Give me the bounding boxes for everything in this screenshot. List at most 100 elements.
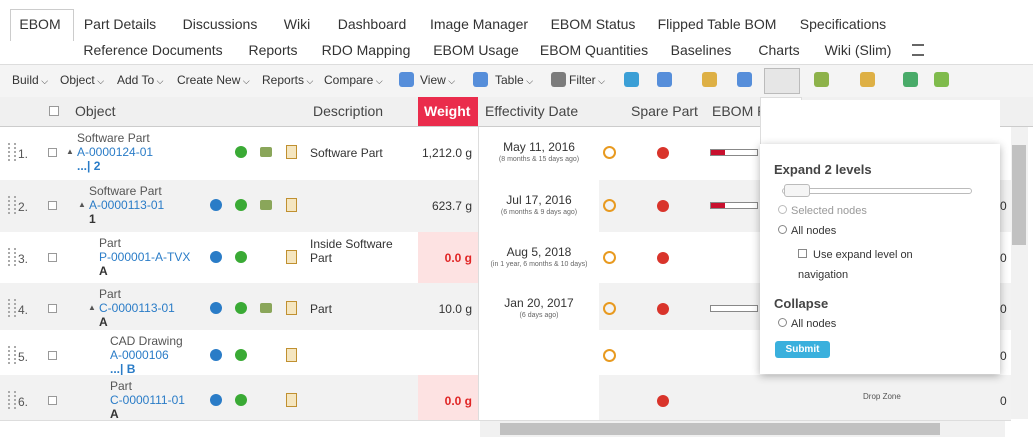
tab[interactable]: Specifications (799, 16, 887, 32)
tab[interactable]: EBOM (19, 16, 61, 32)
tab[interactable]: Wiki (283, 16, 311, 32)
toolbar-icon[interactable] (473, 72, 488, 87)
spare-link-icon[interactable] (603, 349, 616, 362)
tab[interactable]: Reports (248, 42, 298, 58)
toolbar-icon[interactable] (624, 72, 639, 87)
object-name[interactable]: A-0000124-01 (77, 145, 154, 159)
menu-icon[interactable] (912, 44, 924, 56)
globe-icon[interactable] (210, 394, 222, 406)
radio-option[interactable]: All nodes (778, 225, 836, 237)
checkbox-option[interactable]: Use expand level on navigation (798, 245, 928, 285)
spare-link-icon[interactable] (603, 199, 616, 212)
toolbar-button[interactable]: Reports ⌵ (262, 73, 314, 87)
toolbar-button[interactable]: Object ⌵ (60, 73, 105, 87)
object-name[interactable]: C-0000111-01 (110, 393, 185, 407)
clipboard-icon[interactable] (286, 348, 297, 362)
select-all[interactable] (49, 106, 59, 116)
radio-option[interactable]: Selected nodes (778, 205, 867, 217)
toolbar-icon[interactable] (903, 72, 918, 87)
row-checkbox[interactable] (48, 351, 57, 360)
remove-icon[interactable] (657, 200, 669, 212)
sync-icon[interactable] (260, 303, 272, 313)
add-icon[interactable] (235, 146, 247, 158)
radio-option[interactable]: All nodes (778, 318, 836, 330)
toolbar-icon[interactable] (657, 72, 672, 87)
tab[interactable]: Charts (758, 42, 800, 58)
toolbar-button[interactable]: View ⌵ (420, 73, 456, 87)
add-icon[interactable] (235, 251, 247, 263)
add-icon[interactable] (235, 394, 247, 406)
object-name[interactable]: C-0000113-01 (99, 301, 175, 315)
tab[interactable]: EBOM Status (550, 16, 636, 32)
remove-icon[interactable] (657, 303, 669, 315)
row-checkbox[interactable] (48, 253, 57, 262)
object-name[interactable]: A-0000113-01 (89, 198, 165, 212)
globe-icon[interactable] (210, 251, 222, 263)
toolbar-button[interactable]: Filter ⌵ (569, 73, 605, 87)
tab[interactable]: Wiki (Slim) (824, 42, 892, 58)
sync-icon[interactable] (260, 147, 272, 157)
remove-icon[interactable] (657, 395, 669, 407)
toolbar-icon[interactable] (702, 72, 717, 87)
remove-icon[interactable] (657, 252, 669, 264)
tab[interactable]: EBOM Quantities (539, 42, 649, 58)
spare-link-icon[interactable] (603, 251, 616, 264)
tab[interactable]: Flipped Table BOM (657, 16, 777, 32)
clipboard-icon[interactable] (286, 301, 297, 315)
row-handle[interactable] (8, 346, 16, 364)
tab[interactable]: RDO Mapping (321, 42, 411, 58)
tab[interactable]: Discussions (182, 16, 258, 32)
toolbar-icon[interactable] (399, 72, 414, 87)
toolbar-button[interactable]: Compare ⌵ (324, 73, 383, 87)
toolbar-icon[interactable] (934, 72, 949, 87)
row-checkbox[interactable] (48, 304, 57, 313)
row-handle[interactable] (8, 248, 16, 266)
v-scroll-thumb[interactable] (1012, 145, 1026, 245)
object-name[interactable]: P-000001-A-TVX (99, 250, 191, 264)
row-handle[interactable] (8, 299, 16, 317)
tab[interactable]: Part Details (83, 16, 157, 32)
column-header[interactable]: Description (313, 103, 384, 119)
toolbar-button[interactable]: Add To ⌵ (117, 73, 164, 87)
toolbar-icon[interactable] (551, 72, 566, 87)
toolbar-button[interactable]: Table ⌵ (495, 73, 534, 87)
column-header[interactable]: EBOM P (712, 103, 767, 119)
column-header[interactable]: Spare Part (631, 103, 698, 119)
globe-icon[interactable] (210, 349, 222, 361)
expand-toggle[interactable]: ▲ (78, 200, 86, 209)
clipboard-icon[interactable] (286, 393, 297, 407)
column-header[interactable]: Weight (424, 103, 471, 119)
row-handle[interactable] (8, 196, 16, 214)
row-handle[interactable] (8, 391, 16, 409)
add-icon[interactable] (235, 199, 247, 211)
toolbar-icon[interactable] (860, 72, 875, 87)
globe-icon[interactable] (210, 302, 222, 314)
sync-icon[interactable] (260, 200, 272, 210)
row-checkbox[interactable] (48, 201, 57, 210)
row-checkbox[interactable] (48, 396, 57, 405)
object-name[interactable]: A-0000106 (110, 348, 169, 362)
toolbar-button[interactable]: Create New ⌵ (177, 73, 250, 87)
submit-button[interactable]: Submit (775, 341, 830, 358)
tab[interactable]: Image Manager (429, 16, 529, 32)
tab[interactable]: Baselines (670, 42, 732, 58)
add-icon[interactable] (235, 302, 247, 314)
expand-toggle[interactable]: ▲ (66, 147, 74, 156)
tab[interactable]: Reference Documents (83, 42, 223, 58)
add-icon[interactable] (235, 349, 247, 361)
clipboard-icon[interactable] (286, 198, 297, 212)
toolbar-icon[interactable] (737, 72, 752, 87)
clipboard-icon[interactable] (286, 145, 297, 159)
spare-link-icon[interactable] (603, 146, 616, 159)
slider[interactable] (782, 188, 972, 194)
slider-handle[interactable] (784, 184, 810, 197)
toolbar-button[interactable]: Build ⌵ (12, 73, 49, 87)
globe-icon[interactable] (210, 199, 222, 211)
tab[interactable]: EBOM Usage (433, 42, 519, 58)
spare-link-icon[interactable] (603, 302, 616, 315)
row-handle[interactable] (8, 143, 16, 161)
toolbar-icon[interactable] (814, 72, 829, 87)
h-scroll-thumb[interactable] (500, 423, 940, 435)
toolbar-icon-active[interactable] (764, 68, 800, 94)
column-header[interactable]: Effectivity Date (485, 103, 579, 119)
